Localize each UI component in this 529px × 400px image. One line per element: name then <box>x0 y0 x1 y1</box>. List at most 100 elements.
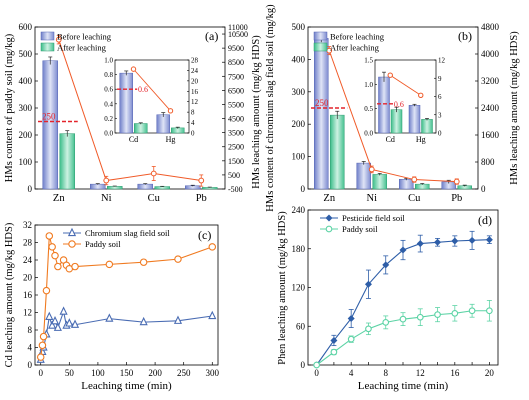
bar-before-Ni <box>90 183 106 190</box>
x-category-label: Pb <box>451 193 462 204</box>
legend-swatch <box>313 42 328 52</box>
y-tick-label: 600 <box>19 22 33 32</box>
panel-label: (a) <box>205 29 218 43</box>
data-point <box>399 315 407 323</box>
data-point <box>45 311 54 320</box>
plot-frame <box>307 209 499 366</box>
y2-tick-label: -500 <box>228 185 243 194</box>
x-tick-label: 300 <box>206 368 220 378</box>
leaching-point <box>411 176 418 183</box>
legend-marker <box>67 227 77 237</box>
data-point <box>451 309 459 317</box>
x-category-label: Ni <box>101 193 112 204</box>
data-point <box>382 319 390 326</box>
panel-d-y-axis-title: Phen leaching amount (mg/kg HDS) <box>277 211 288 365</box>
y-tick-label: 200 <box>19 130 33 140</box>
y-tick-label: 24 <box>23 255 33 265</box>
data-point <box>59 306 68 315</box>
bar-after-Zn <box>330 114 345 190</box>
y-tick-label: 300 <box>19 103 33 113</box>
inset-y2-tick-label: 12 <box>438 57 446 65</box>
panel-b-y2-axis-title: HMs leaching amount (mg/kg HDS) <box>509 31 520 185</box>
y-tick-label: 500 <box>292 22 306 32</box>
y2-tick-label: 3200 <box>481 76 500 86</box>
y2-tick-label: 7500 <box>228 72 244 81</box>
data-point <box>434 238 442 246</box>
inset-leaching-line <box>390 74 421 96</box>
panel-c-y-axis-title: Cd leaching amount (mg/kg HDS) <box>4 222 15 367</box>
y2-tick-label: 4800 <box>481 22 500 32</box>
y-tick-label: 60 <box>296 321 306 331</box>
bar-before-Ni <box>356 162 371 190</box>
bar-before-Hg <box>156 114 170 134</box>
data-point <box>468 307 476 315</box>
data-point <box>51 251 59 260</box>
inset-y-tick-label: 0.5 <box>364 105 373 113</box>
data-point <box>364 280 372 288</box>
plot-frame <box>34 224 219 366</box>
data-point <box>399 246 407 254</box>
legend-swatch <box>40 42 55 52</box>
panel-d: 0 60 120 180 240 0 4 8 12 16 20 Pesticide field soi… <box>292 205 499 392</box>
y2-tick-label: 10500 <box>228 30 248 39</box>
data-point <box>486 307 493 315</box>
data-point <box>139 258 148 266</box>
inset-y-tick-label: 0.2 <box>104 115 113 123</box>
series-line-0 <box>40 309 213 360</box>
inset-y2-tick-label: 20 <box>191 77 199 85</box>
y-tick-label: 16 <box>23 290 33 300</box>
y2-tick-label: 2500 <box>228 143 244 152</box>
inset-y-tick-label: 1.0 <box>104 57 113 65</box>
leaching-point <box>150 170 157 177</box>
bar-after-Ni <box>372 174 387 190</box>
leaching-point <box>55 36 62 43</box>
data-point <box>105 260 114 269</box>
legend-marker <box>325 214 333 222</box>
data-point <box>48 243 56 251</box>
inset-y2-tick-label: 9 <box>438 75 442 83</box>
x-tick-label: 0 <box>38 368 43 378</box>
x-category-label: Cu <box>408 193 421 204</box>
inset-y-tick-label: 0.6 <box>104 86 113 94</box>
inset-leaching-point <box>418 92 424 98</box>
inset-y2-tick-label: 28 <box>191 57 199 65</box>
y-tick-label: 8 <box>28 325 33 335</box>
data-point <box>416 313 424 321</box>
y-tick-label: 300 <box>292 87 306 97</box>
data-point <box>36 353 45 361</box>
x-tick-label: 12 <box>416 368 425 378</box>
legend-label: After leaching <box>330 43 380 53</box>
inset-y2-tick-label: 0 <box>191 130 195 138</box>
legend-label: Pesticide field soil <box>342 213 405 223</box>
y2-tick-label: 4000 <box>481 49 500 59</box>
y-tick-label: 120 <box>292 283 306 293</box>
y-tick-label: 240 <box>292 205 306 215</box>
y2-tick-label: 11000 <box>228 23 248 32</box>
panel-label: (d) <box>478 213 492 227</box>
bar-after-Ni <box>107 186 123 190</box>
panel-b-y-axis-title: HMs content of chromium slag field soil … <box>265 4 276 212</box>
data-point <box>451 237 459 245</box>
y-tick-label: 500 <box>19 49 33 59</box>
data-point <box>71 262 79 271</box>
data-point <box>174 255 182 263</box>
x-tick-label: 250 <box>177 368 191 378</box>
data-point <box>45 232 54 240</box>
x-tick-label: 200 <box>148 368 162 378</box>
x-category-label: Ni <box>367 193 378 204</box>
legend-label: Before leaching <box>57 32 112 42</box>
y2-tick-label: 6500 <box>228 86 244 95</box>
panel-label: (c) <box>198 228 211 242</box>
data-point <box>38 341 47 350</box>
data-point <box>485 236 493 244</box>
legend-swatch <box>40 31 55 41</box>
y2-tick-label: 800 <box>481 157 495 167</box>
panel-label: (b) <box>458 29 472 43</box>
legend-label: Paddy soil <box>342 224 378 234</box>
data-point <box>53 322 62 331</box>
data-point <box>50 315 60 325</box>
inset-y2-tick-label: 6 <box>438 93 442 101</box>
data-point <box>382 261 390 269</box>
x-category-label: Zn <box>323 193 335 204</box>
